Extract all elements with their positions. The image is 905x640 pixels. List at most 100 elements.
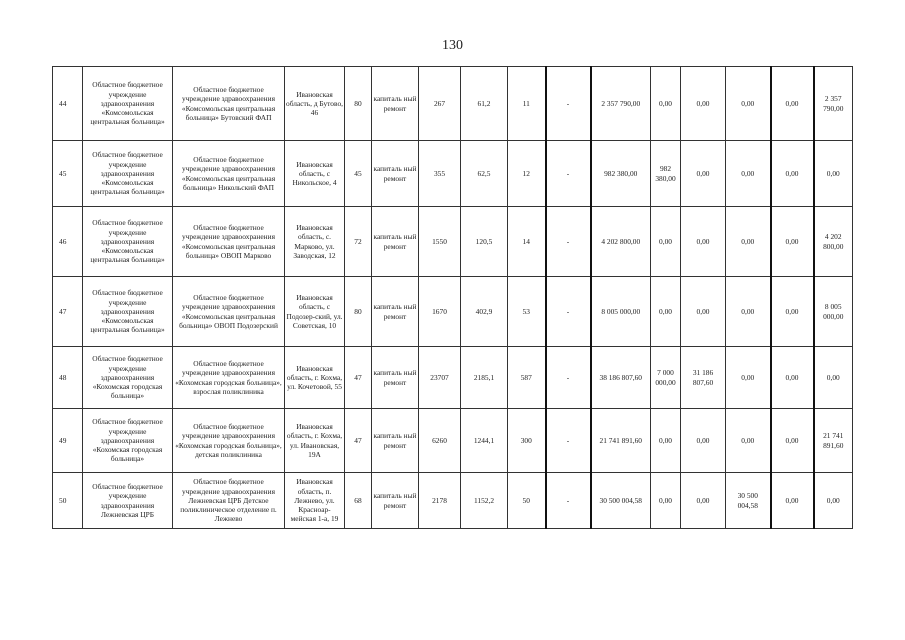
table-row: 50 Областное бюджетное учреждение здравоо…	[52, 472, 853, 529]
cell-col-13: 0,00	[680, 472, 726, 529]
cell-col-12: 0,00	[650, 206, 681, 277]
cell-col-16: 0,00	[812, 346, 853, 409]
cell-institution: Областное бюджетное учреждение здравоохр…	[82, 66, 173, 141]
cell-work-type: капиталь ный ремонт	[371, 472, 419, 529]
cell-year: 80	[344, 66, 372, 141]
cell-col-15: 0,00	[769, 206, 814, 277]
cell-institution: Областное бюджетное учреждение здравоохр…	[82, 140, 173, 207]
table-row: 44 Областное бюджетное учреждение здравоо…	[52, 66, 853, 141]
cell-institution: Областное бюджетное учреждение здравоохр…	[82, 206, 173, 277]
cell-year: 80	[344, 276, 372, 347]
page-number: 130	[442, 38, 463, 53]
cell-col-10: -	[544, 472, 591, 529]
cell-col-9: 14	[507, 206, 546, 277]
cell-address: Ивановская область, г. Кохма, ул. Иванов…	[284, 408, 345, 473]
cell-area: 62,5	[460, 140, 508, 207]
cell-work-type: капиталь ный ремонт	[371, 276, 419, 347]
cell-work-type: капиталь ный ремонт	[371, 66, 419, 141]
cell-col-12: 0,00	[650, 472, 681, 529]
cell-address: Ивановская область, д Бутово, 46	[284, 66, 345, 141]
cell-col-12: 982 380,00	[650, 140, 681, 207]
cell-col-7: 267	[418, 66, 461, 141]
cell-year: 45	[344, 140, 372, 207]
cell-col-10: -	[544, 408, 591, 473]
cell-col-10: -	[544, 140, 591, 207]
cell-col-7: 355	[418, 140, 461, 207]
cell-col-14: 0,00	[725, 408, 771, 473]
cell-col-9: 53	[507, 276, 546, 347]
cell-col-15: 0,00	[769, 346, 814, 409]
cell-area: 1244,1	[460, 408, 508, 473]
cell-col-7: 1550	[418, 206, 461, 277]
cell-col-14: 0,00	[725, 140, 771, 207]
cell-col-10: -	[544, 276, 591, 347]
cell-col-10: -	[544, 66, 591, 141]
cell-year: 72	[344, 206, 372, 277]
cell-col-7: 2178	[418, 472, 461, 529]
cell-area: 402,9	[460, 276, 508, 347]
cell-col-9: 300	[507, 408, 546, 473]
cell-work-type: капиталь ный ремонт	[371, 140, 419, 207]
cell-address: Ивановская область, с Подозер-ский, ул. …	[284, 276, 345, 347]
cell-area: 1152,2	[460, 472, 508, 529]
cell-area: 120,5	[460, 206, 508, 277]
cell-col-14: 0,00	[725, 346, 771, 409]
cell-col-16: 4 202 800,00	[812, 206, 853, 277]
cell-col-15: 0,00	[769, 66, 814, 141]
cell-work-type: капиталь ный ремонт	[371, 206, 419, 277]
cell-col-12: 7 000 000,00	[650, 346, 681, 409]
cell-year: 47	[344, 408, 372, 473]
cell-col-16: 0,00	[812, 140, 853, 207]
cell-col-9: 11	[507, 66, 546, 141]
cell-col-9: 50	[507, 472, 546, 529]
cell-row-number: 44	[52, 66, 83, 141]
cell-address: Ивановская область, с Никольское, 4	[284, 140, 345, 207]
cell-address: Ивановская область, г. Кохма, ул. Кочето…	[284, 346, 345, 409]
cell-area: 2185,1	[460, 346, 508, 409]
cell-object-name: Областное бюджетное учреждение здравоохр…	[172, 472, 285, 529]
cell-institution: Областное бюджетное учреждение здравоохр…	[82, 472, 173, 529]
cell-institution: Областное бюджетное учреждение здравоохр…	[82, 408, 173, 473]
cell-object-name: Областное бюджетное учреждение здравоохр…	[172, 276, 285, 347]
cell-col-7: 1670	[418, 276, 461, 347]
cell-institution: Областное бюджетное учреждение здравоохр…	[82, 276, 173, 347]
cell-work-type: капиталь ный ремонт	[371, 408, 419, 473]
cell-address: Ивановская область, п. Лежнево, ул. Крас…	[284, 472, 345, 529]
cell-col-14: 0,00	[725, 66, 771, 141]
cell-total-cost: 30 500 004,58	[589, 472, 651, 529]
cell-col-15: 0,00	[769, 140, 814, 207]
cell-row-number: 45	[52, 140, 83, 207]
table-row: 45 Областное бюджетное учреждение здравоо…	[52, 140, 853, 207]
cell-total-cost: 2 357 790,00	[589, 66, 651, 141]
cell-object-name: Областное бюджетное учреждение здравоохр…	[172, 140, 285, 207]
cell-col-13: 0,00	[680, 408, 726, 473]
cell-col-12: 0,00	[650, 66, 681, 141]
cell-area: 61,2	[460, 66, 508, 141]
cell-col-12: 0,00	[650, 276, 681, 347]
cell-col-13: 0,00	[680, 140, 726, 207]
cell-address: Ивановская область, с. Марково, ул. Заво…	[284, 206, 345, 277]
cell-year: 47	[344, 346, 372, 409]
table-row: 49 Областное бюджетное учреждение здравоо…	[52, 408, 853, 473]
table-row: 46 Областное бюджетное учреждение здравоо…	[52, 206, 853, 277]
table-row: 47 Областное бюджетное учреждение здравоо…	[52, 276, 853, 347]
cell-row-number: 46	[52, 206, 83, 277]
objects-table: 44 Областное бюджетное учреждение здравоо…	[52, 66, 853, 529]
cell-col-10: -	[544, 206, 591, 277]
cell-col-15: 0,00	[769, 408, 814, 473]
cell-row-number: 49	[52, 408, 83, 473]
cell-col-7: 23707	[418, 346, 461, 409]
cell-row-number: 50	[52, 472, 83, 529]
cell-col-13: 0,00	[680, 66, 726, 141]
cell-col-14: 0,00	[725, 276, 771, 347]
cell-col-10: -	[544, 346, 591, 409]
cell-row-number: 48	[52, 346, 83, 409]
table-row: 48 Областное бюджетное учреждение здравоо…	[52, 346, 853, 409]
cell-object-name: Областное бюджетное учреждение здравоохр…	[172, 206, 285, 277]
cell-col-13: 0,00	[680, 276, 726, 347]
cell-col-14: 0,00	[725, 206, 771, 277]
cell-col-16: 2 357 790,00	[812, 66, 853, 141]
cell-object-name: Областное бюджетное учреждение здравоохр…	[172, 66, 285, 141]
cell-object-name: Областное бюджетное учреждение здравоохр…	[172, 346, 285, 409]
cell-col-15: 0,00	[769, 276, 814, 347]
